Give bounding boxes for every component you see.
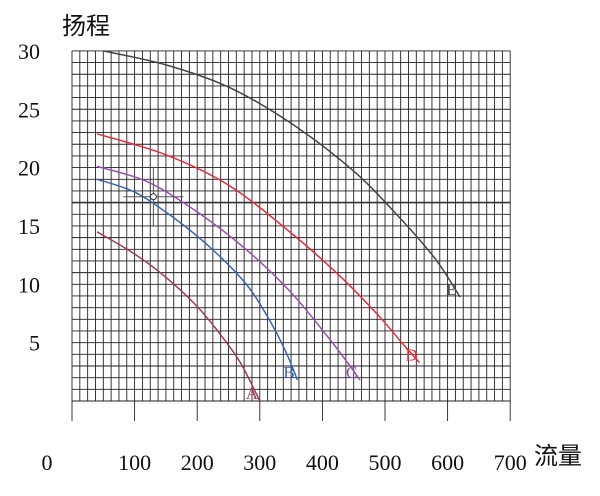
y-tick-label: 20 (18, 156, 40, 181)
x-tick-label: 500 (369, 450, 402, 475)
x-tick-label: 300 (243, 450, 276, 475)
x-tick-label: 200 (181, 450, 214, 475)
series-line-d (96, 133, 420, 364)
x-tick-label: 400 (306, 450, 339, 475)
y-tick-label: 10 (18, 272, 40, 297)
y-axis-title: 扬程 (62, 12, 110, 40)
series-label-e: E (446, 280, 456, 299)
y-tick-label: 25 (18, 97, 40, 122)
x-tick-label: 700 (494, 450, 527, 475)
x-tick-labels: 0 100 200 300 400 500 600 700 (42, 450, 527, 475)
x-tick-label: 0 (42, 450, 53, 475)
series-label-b: B (283, 363, 294, 382)
x-tick-label: 600 (431, 450, 464, 475)
y-tick-label: 30 (18, 39, 40, 64)
series-line-e (103, 50, 461, 298)
series-label-a: A (246, 384, 259, 403)
series-group: A B C D E (96, 50, 461, 403)
y-tick-label: 15 (18, 214, 40, 239)
series-line-b (96, 178, 299, 381)
y-tick-labels: 5 10 15 20 25 30 (18, 39, 40, 356)
x-tick-label: 100 (118, 450, 151, 475)
y-tick-label: 5 (29, 331, 40, 356)
operating-point-circle (149, 193, 157, 201)
x-axis-title: 流量 (534, 442, 582, 470)
series-label-d: D (405, 345, 417, 364)
series-line-a (96, 231, 261, 402)
series-line-c (96, 165, 361, 381)
operating-point-marker (123, 166, 184, 227)
series-label-c: C (346, 363, 357, 382)
